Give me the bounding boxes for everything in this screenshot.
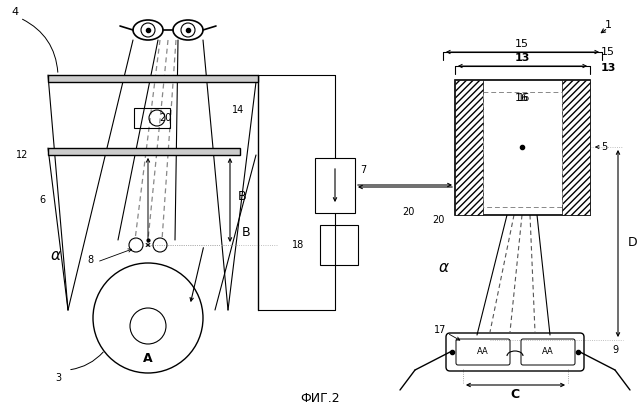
Text: 20: 20 [159,113,171,123]
Text: 7: 7 [360,165,366,175]
Text: 9: 9 [612,345,618,355]
Bar [48,75,258,82]
Text: 12: 12 [16,150,28,160]
Bar [320,225,358,265]
Text: 13: 13 [515,53,530,63]
Text: $\alpha$: $\alpha$ [438,260,450,275]
Text: ФИГ.2: ФИГ.2 [300,392,340,404]
Text: 8: 8 [87,255,93,265]
Text: 13: 13 [600,63,616,73]
Text: 15: 15 [515,39,529,49]
Bar [134,108,170,128]
Bar [455,80,590,215]
Text: AA: AA [542,348,554,357]
Text: 3: 3 [55,373,61,383]
Bar [455,80,483,215]
Text: A: A [143,352,153,364]
Text: B: B [242,226,251,239]
Text: 4: 4 [12,7,19,17]
Bar [483,92,562,207]
Text: 5: 5 [601,142,607,152]
Text: 16: 16 [518,93,530,103]
Text: $\alpha$: $\alpha$ [50,248,62,262]
Text: 1: 1 [605,20,611,30]
Text: 20: 20 [402,207,414,217]
Text: AA: AA [477,348,489,357]
Text: 16: 16 [515,93,529,103]
Text: 18: 18 [292,240,304,250]
Text: C: C [511,388,520,401]
Text: 20: 20 [432,215,444,225]
Text: 6: 6 [39,195,45,205]
Text: 15: 15 [601,47,615,57]
Text: 14: 14 [232,105,244,115]
Bar [48,148,240,155]
Text: 17: 17 [434,325,446,335]
Text: D: D [628,237,637,250]
Bar [562,80,590,215]
Text: B: B [238,191,246,204]
Bar [315,158,355,213]
